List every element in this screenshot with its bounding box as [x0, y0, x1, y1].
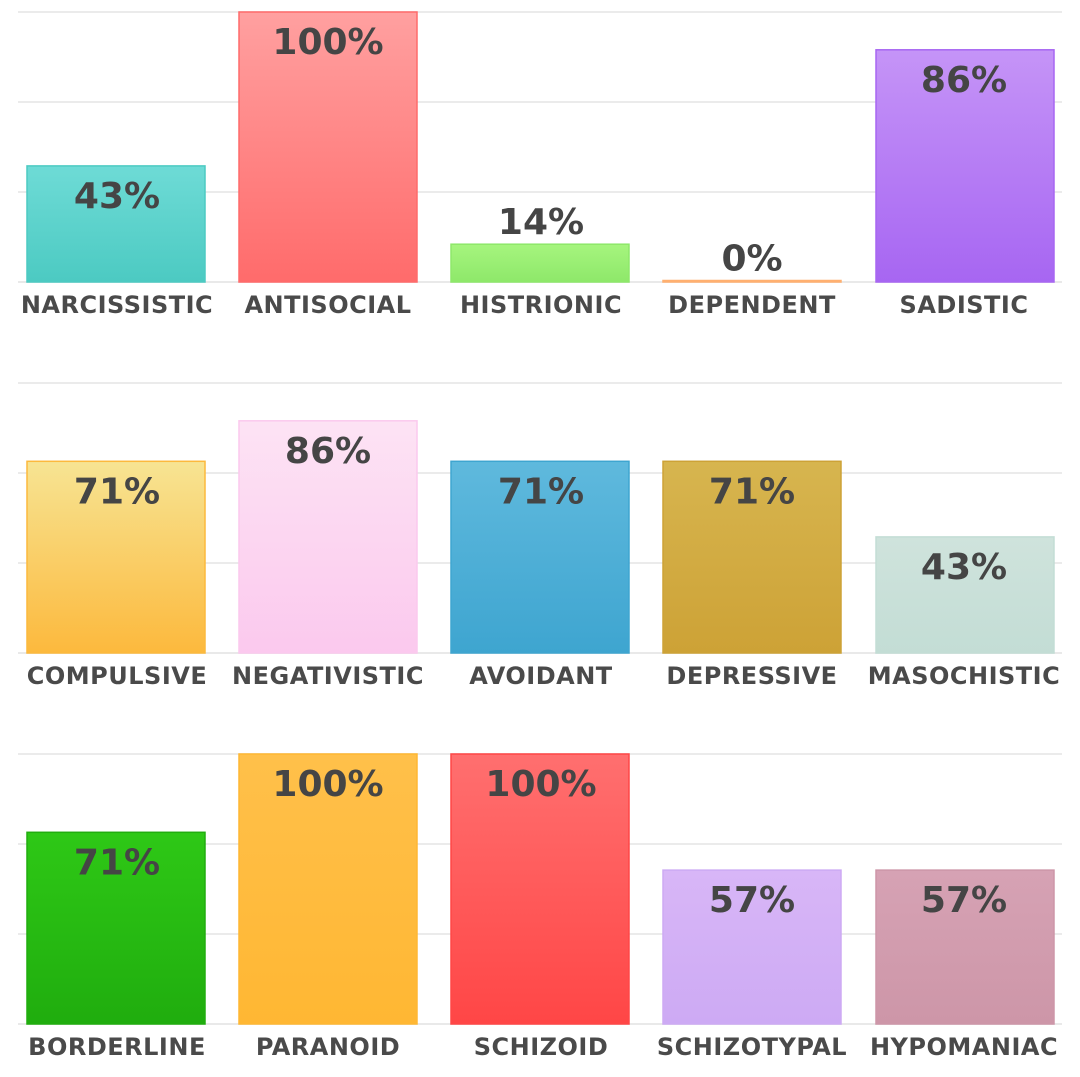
category-label: NARCISSISTIC: [21, 291, 213, 319]
bar-avoidant: [450, 460, 630, 654]
category-label: SADISTIC: [900, 291, 1029, 319]
bar-histrionic: [450, 243, 630, 283]
bar-value-label: 86%: [285, 431, 371, 472]
bar-value-label: 71%: [74, 471, 160, 512]
bar-value-label: 86%: [921, 60, 1007, 101]
bar-value-label: 100%: [272, 764, 383, 805]
bar-value-label: 57%: [709, 880, 795, 921]
bar-depressive: [662, 460, 842, 654]
bar-dependent: [662, 279, 842, 283]
bar-value-label: 71%: [74, 842, 160, 883]
category-label: ANTISOCIAL: [244, 291, 411, 319]
bar-schizoid: [450, 753, 630, 1025]
bar-value-label: 71%: [709, 471, 795, 512]
bar-compulsive: [26, 460, 206, 654]
category-label: HISTRIONIC: [460, 291, 622, 319]
bar-schizotypal: [662, 869, 842, 1025]
bar-value-label: 71%: [498, 471, 584, 512]
category-label: SCHIZOID: [474, 1033, 609, 1061]
bar-chart-panel-3: 71% BORDERLINE 100% PARANOID 100% SCHIZOID 57%…: [18, 753, 1062, 1061]
bar-value-label: 100%: [272, 22, 383, 63]
category-label: COMPULSIVE: [27, 662, 207, 690]
category-label: DEPENDENT: [668, 291, 836, 319]
category-label: AVOIDANT: [469, 662, 613, 690]
category-label: DEPRESSIVE: [666, 662, 837, 690]
bar-chart-panel-2: 71% COMPULSIVE 86% NEGATIVISTIC 71% AVOIDANT 7…: [18, 382, 1062, 690]
bar-antisocial: [238, 11, 418, 283]
bar-value-label: 57%: [921, 880, 1007, 921]
category-label: BORDERLINE: [28, 1033, 206, 1061]
bar-value-label: 100%: [485, 764, 596, 805]
bar-hypomaniac: [875, 869, 1055, 1025]
bar-sadistic: [875, 49, 1055, 283]
bar-narcissistic: [26, 165, 206, 283]
bar-borderline: [26, 831, 206, 1025]
category-label: SCHIZOTYPAL: [657, 1033, 847, 1061]
bar-masochistic: [875, 536, 1055, 654]
bar-value-label: 0%: [721, 239, 782, 280]
category-label: PARANOID: [256, 1033, 400, 1061]
bar-value-label: 43%: [921, 547, 1007, 588]
bar-paranoid: [238, 753, 418, 1025]
bar-negativistic: [238, 420, 418, 654]
category-label: MASOCHISTIC: [868, 662, 1060, 690]
bar-value-label: 14%: [498, 202, 584, 243]
category-label: HYPOMANIAC: [870, 1033, 1058, 1061]
bar-value-label: 43%: [74, 176, 160, 217]
category-label: NEGATIVISTIC: [232, 662, 424, 690]
bar-chart-panel-1: 43% NARCISSISTIC 100% ANTISOCIAL 14% HISTRION…: [18, 11, 1062, 319]
